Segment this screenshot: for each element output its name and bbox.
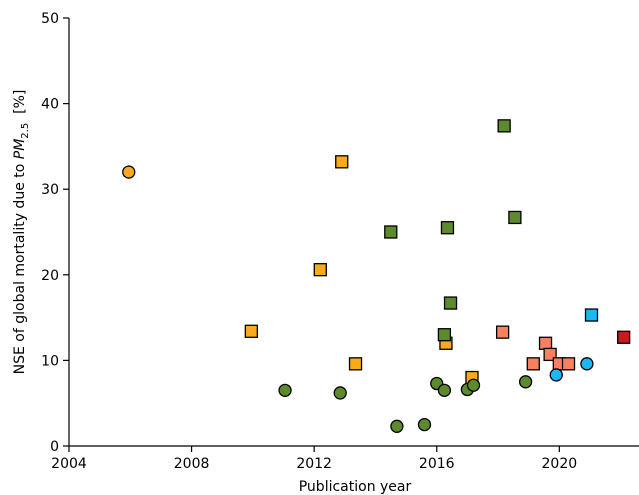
y-tick-label: 0	[50, 439, 59, 455]
x-tick-label: 2020	[542, 456, 578, 472]
data-point-circle	[334, 387, 346, 399]
data-point-square	[441, 222, 453, 234]
y-axis-title: NSE of global mortality due to PM2.5 [%]	[12, 90, 31, 375]
y-axis-title-subscript: 2.5	[20, 123, 31, 139]
data-point-square	[350, 358, 362, 370]
data-point-square	[497, 326, 509, 338]
y-tick-label: 10	[41, 353, 59, 369]
data-point-square	[540, 337, 552, 349]
data-point-circle	[438, 384, 450, 396]
data-point-square	[314, 264, 326, 276]
data-point-square	[445, 297, 457, 309]
data-point-square	[586, 309, 598, 321]
data-point-square	[509, 211, 521, 223]
data-point-square	[245, 325, 257, 337]
data-point-square	[618, 331, 630, 343]
data-point-square	[498, 120, 510, 132]
x-tick-label: 2004	[51, 456, 87, 472]
y-tick-label: 30	[41, 182, 59, 198]
data-point-circle	[123, 166, 135, 178]
data-point-circle	[391, 420, 403, 432]
data-point-circle	[279, 384, 291, 396]
data-point-circle	[468, 379, 480, 391]
data-point-square	[438, 329, 450, 341]
data-point-square	[527, 358, 539, 370]
data-points	[123, 120, 630, 432]
data-point-circle	[418, 419, 430, 431]
data-point-square	[385, 226, 397, 238]
y-axis-title-unit: [%]	[12, 90, 28, 123]
y-tick-label: 50	[41, 11, 59, 27]
x-tick-label: 2016	[419, 456, 455, 472]
y-tick-label: 40	[41, 97, 59, 113]
data-point-square	[563, 358, 575, 370]
y-axis-title-prefix: NSE of global mortality due to	[12, 159, 28, 374]
y-axis-title-symbol: PM	[12, 139, 28, 160]
y-tick-label: 20	[41, 268, 59, 284]
data-point-square	[336, 156, 348, 168]
x-axis-title: Publication year	[299, 479, 412, 495]
x-tick-label: 2012	[296, 456, 332, 472]
data-point-circle	[520, 376, 532, 388]
axis-ticks: 2004 2008 2012 2016 2020 0 10 20 30 40 50	[41, 11, 577, 472]
x-tick-label: 2008	[174, 456, 210, 472]
data-point-circle	[581, 358, 593, 370]
data-point-circle	[550, 369, 562, 381]
